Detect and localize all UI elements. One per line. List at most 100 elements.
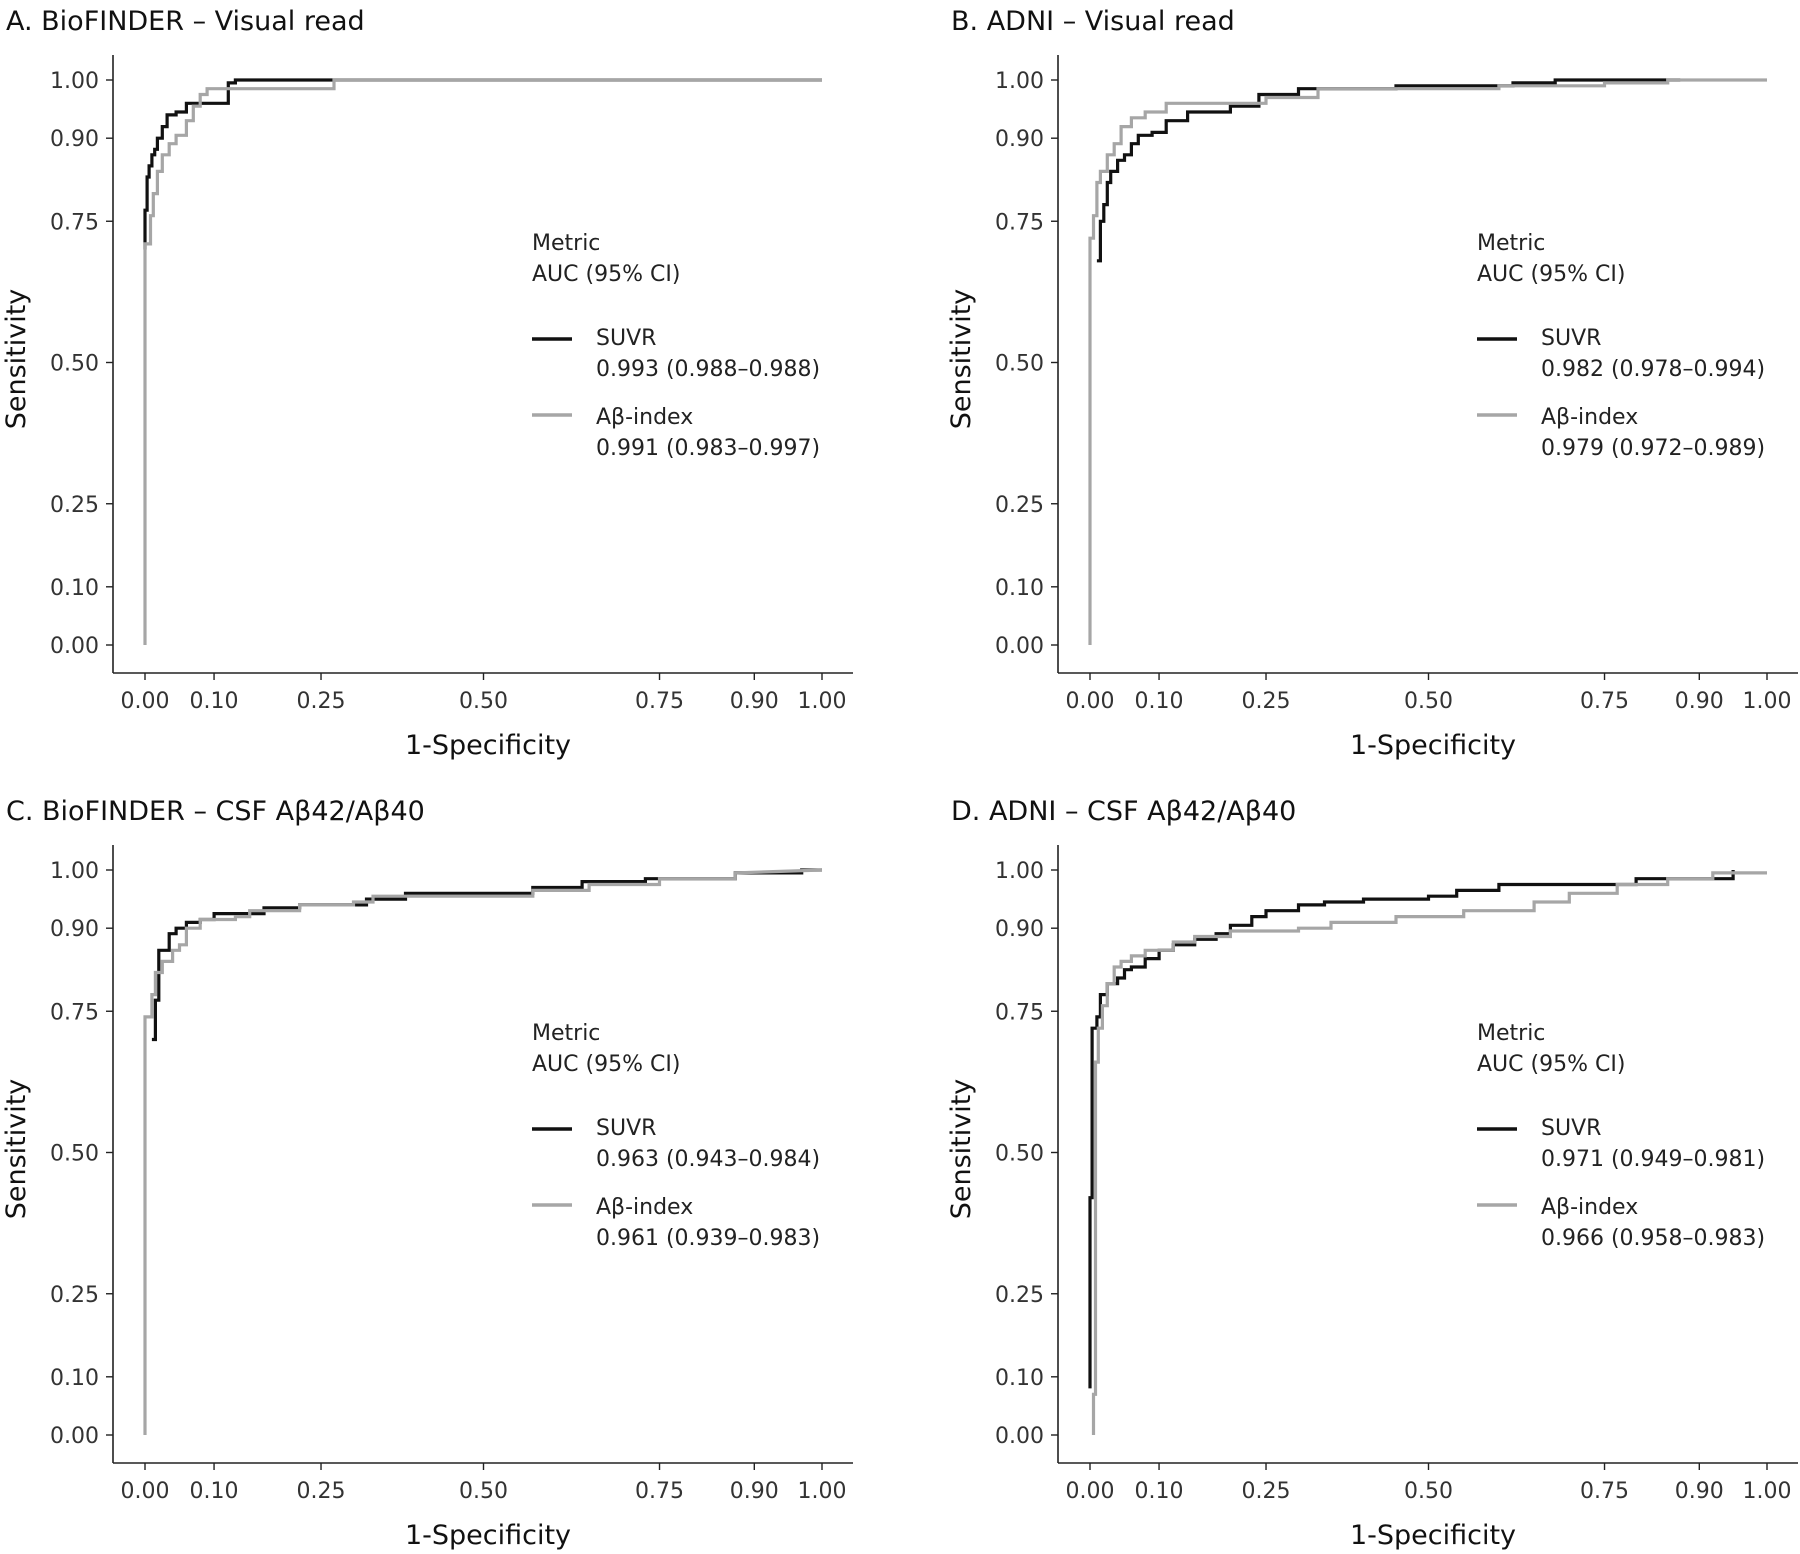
y-axis-label: Sensitivity [1,1079,32,1220]
x-axis-label: 1-Specificity [405,730,571,761]
y-axis-label: Sensitivity [946,289,977,430]
y-tick-label: 0.90 [50,917,99,942]
roc-curve-abeta-index [1088,78,1767,645]
x-tick-label: 0.00 [121,1479,170,1504]
y-tick-label: 0.25 [50,1283,99,1308]
legend-series-name: Aβ-index [596,405,693,430]
y-tick-label: 0.10 [50,576,99,601]
y-tick-label: 0.10 [995,1366,1044,1391]
panel-title: B. ADNI – Visual read [951,6,1235,37]
roc-curve-abeta-index [1091,871,1767,1435]
legend-series-auc: 0.966 (0.958–0.983) [1541,1226,1765,1251]
legend-series-auc: 0.963 (0.943–0.984) [596,1147,820,1172]
y-tick-label: 0.50 [995,352,1044,377]
legend-subtitle: AUC (95% CI) [532,262,680,287]
y-tick-label: 0.00 [50,634,99,659]
roc-curve-suvr [151,868,822,1042]
panel-d: D. ADNI – CSF Aβ42/Aβ40 0.00 0.10 0.25 0.50 0… [946,796,1798,1551]
legend-series-name: SUVR [596,1116,656,1141]
legend-series-name: Aβ-index [596,1195,693,1220]
y-tick-label: 1.00 [50,859,99,884]
roc-curve-suvr [1096,78,1681,263]
legend-subtitle: AUC (95% CI) [532,1052,680,1077]
y-tick-label: 0.90 [50,127,99,152]
x-tick-label: 1.00 [798,1479,847,1504]
y-tick-label: 0.50 [50,1142,99,1167]
roc-curve-suvr [143,78,822,250]
y-tick-label: 0.10 [995,576,1044,601]
x-tick-label: 0.50 [459,689,508,714]
x-tick-label: 0.25 [297,1479,346,1504]
x-tick-label: 0.90 [1675,689,1724,714]
legend-series-name: SUVR [1541,1116,1601,1141]
legend-series-auc: 0.991 (0.983–0.997) [596,436,820,461]
roc-curve-abeta-index [143,78,822,645]
y-tick-label: 0.10 [50,1366,99,1391]
x-tick-label: 0.10 [1135,1479,1184,1504]
y-tick-label: 0.25 [995,493,1044,518]
x-tick-label: 0.75 [635,1479,684,1504]
legend-title: Metric [532,231,600,256]
x-tick-label: 1.00 [798,689,847,714]
legend-subtitle: AUC (95% CI) [1477,1052,1625,1077]
y-tick-label: 0.90 [995,127,1044,152]
legend-series-auc: 0.979 (0.972–0.989) [1541,436,1765,461]
x-tick-label: 0.50 [1404,689,1453,714]
x-axis-label: 1-Specificity [1350,1520,1516,1551]
panel-title: C. BioFINDER – CSF Aβ42/Aβ40 [6,796,425,827]
y-tick-label: 0.25 [50,493,99,518]
x-tick-label: 0.90 [730,689,779,714]
x-tick-label: 0.25 [297,689,346,714]
x-tick-label: 0.75 [1580,689,1629,714]
y-tick-label: 0.75 [995,210,1044,235]
y-tick-label: 0.00 [995,634,1044,659]
legend-series-auc: 0.971 (0.949–0.981) [1541,1147,1765,1172]
panel-b: B. ADNI – Visual read 0.00 0.10 0.25 0.50 0.7… [946,6,1798,761]
legend-series-name: SUVR [1541,326,1601,351]
x-axis-label: 1-Specificity [1350,730,1516,761]
x-tick-label: 0.90 [1675,1479,1724,1504]
legend-series-name: Aβ-index [1541,1195,1638,1220]
y-tick-label: 0.50 [995,1142,1044,1167]
panel-c: C. BioFINDER – CSF Aβ42/Aβ40 0.00 0.10 0.25… [1,796,853,1551]
legend-title: Metric [1477,1021,1545,1046]
x-tick-label: 0.50 [459,1479,508,1504]
x-tick-label: 1.00 [1743,689,1792,714]
x-tick-label: 0.90 [730,1479,779,1504]
x-tick-label: 0.00 [121,689,170,714]
panel-a: A. BioFINDER – Visual read 0.00 0.10 0.25 0.… [1,6,853,761]
x-axis-label: 1-Specificity [405,1520,571,1551]
x-tick-label: 0.10 [190,1479,239,1504]
x-tick-label: 0.10 [190,689,239,714]
roc-curve-abeta-index [143,868,823,1435]
x-tick-label: 0.75 [1580,1479,1629,1504]
y-tick-label: 1.00 [995,69,1044,94]
panel-title: A. BioFINDER – Visual read [6,6,365,37]
y-tick-label: 0.75 [50,1000,99,1025]
roc-curve-suvr [1088,870,1735,1389]
x-tick-label: 0.25 [1242,689,1291,714]
x-tick-label: 0.75 [635,689,684,714]
y-tick-label: 0.75 [50,210,99,235]
y-axis-label: Sensitivity [946,1079,977,1220]
y-tick-label: 0.75 [995,1000,1044,1025]
legend-subtitle: AUC (95% CI) [1477,262,1625,287]
panel-title: D. ADNI – CSF Aβ42/Aβ40 [951,796,1296,827]
x-tick-label: 0.00 [1066,1479,1115,1504]
x-tick-label: 0.00 [1066,689,1115,714]
y-tick-label: 0.90 [995,917,1044,942]
x-tick-label: 0.10 [1135,689,1184,714]
legend-series-auc: 0.993 (0.988–0.988) [596,357,820,382]
y-tick-label: 0.25 [995,1283,1044,1308]
legend-series-name: Aβ-index [1541,405,1638,430]
legend-title: Metric [1477,231,1545,256]
legend-series-auc: 0.961 (0.939–0.983) [596,1226,820,1251]
y-tick-label: 0.00 [995,1424,1044,1449]
x-tick-label: 0.50 [1404,1479,1453,1504]
x-tick-label: 0.25 [1242,1479,1291,1504]
legend-series-name: SUVR [596,326,656,351]
y-tick-label: 1.00 [995,859,1044,884]
y-tick-label: 1.00 [50,69,99,94]
y-axis-label: Sensitivity [1,289,32,430]
